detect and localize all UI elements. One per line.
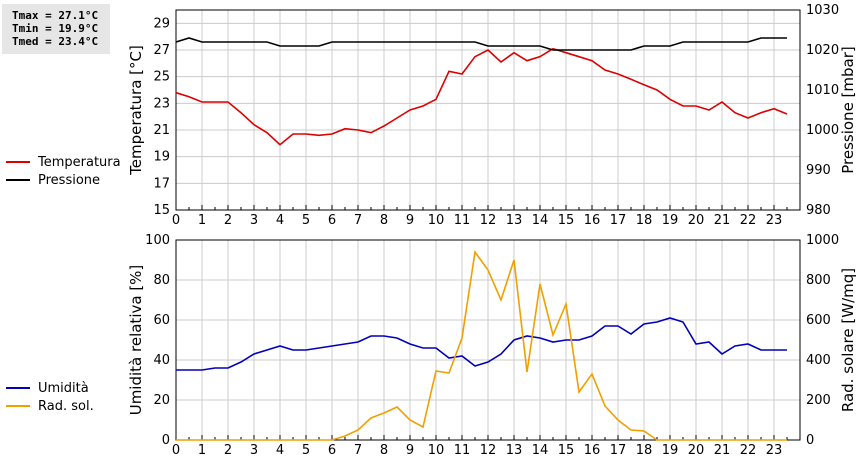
hum-xtick-label: 12	[480, 443, 497, 458]
hum-xtick-label: 13	[506, 443, 523, 458]
hum-xtick-label: 16	[584, 443, 601, 458]
temp-xtick-label: 6	[328, 213, 336, 228]
temp-xtick-label: 7	[354, 213, 362, 228]
hum-ytick-label: 40	[153, 353, 170, 368]
hum-xtick-label: 15	[558, 443, 575, 458]
hum-legend-label-1: Rad. sol.	[38, 399, 94, 414]
hum-xtick-label: 18	[636, 443, 653, 458]
hum-plot-frame	[175, 239, 801, 441]
hum-ylabel: Umidità relativa [%]	[127, 265, 145, 416]
temp-xtick-label: 8	[380, 213, 388, 228]
hum-ytick-label: 0	[162, 433, 170, 448]
temp-y2tick-label: 1030	[806, 3, 839, 18]
hum-xtick-label: 11	[454, 443, 471, 458]
temp-xtick-label: 18	[636, 213, 653, 228]
hum-xtick-label: 3	[250, 443, 258, 458]
hum-xtick-label: 5	[302, 443, 310, 458]
hum-xtick-label: 4	[276, 443, 284, 458]
hum-xtick-label: 22	[740, 443, 757, 458]
temp-xtick-label: 0	[172, 213, 180, 228]
hum-xtick-label: 17	[610, 443, 627, 458]
hum-xtick-label: 9	[406, 443, 414, 458]
hum-xtick-label: 0	[172, 443, 180, 458]
temp-ytick-label: 25	[153, 70, 170, 85]
temp-ytick-label: 21	[153, 123, 170, 138]
temp-xtick-label: 4	[276, 213, 284, 228]
temp-xtick-label: 20	[688, 213, 705, 228]
hum-xtick-label: 1	[198, 443, 206, 458]
hum-ytick-label: 100	[145, 233, 170, 248]
temp-y2tick-label: 1000	[806, 123, 839, 138]
temp-ytick-label: 27	[153, 43, 170, 58]
tmax-text: Tmax = 27.1°C	[12, 9, 99, 22]
hum-y2label: Rad. solare [W/mq]	[839, 268, 857, 412]
hum-xtick-label: 6	[328, 443, 336, 458]
temp-y2tick-label: 1020	[806, 43, 839, 58]
hum-ytick-label: 20	[153, 393, 170, 408]
temp-xtick-label: 2	[224, 213, 232, 228]
hum-xtick-label: 7	[354, 443, 362, 458]
hum-xtick-label: 20	[688, 443, 705, 458]
temp-xtick-label: 12	[480, 213, 497, 228]
hum-xtick-label: 8	[380, 443, 388, 458]
hum-xtick-label: 14	[532, 443, 549, 458]
temp-xtick-label: 14	[532, 213, 549, 228]
hum-series-0-line	[176, 317, 787, 371]
tmin-text: Tmin = 19.9°C	[12, 22, 99, 35]
temp-xtick-label: 23	[766, 213, 783, 228]
temp-legend-label-1: Pressione	[38, 173, 100, 188]
hum-y2tick-label: 200	[806, 393, 831, 408]
hum-series-1-line	[176, 249, 787, 441]
temp-ytick-label: 15	[153, 203, 170, 218]
temp-ytick-label: 29	[153, 16, 170, 31]
temp-xtick-label: 3	[250, 213, 258, 228]
temp-xtick-label: 5	[302, 213, 310, 228]
temp-xtick-label: 9	[406, 213, 414, 228]
hum-y2tick-label: 0	[806, 433, 814, 448]
temp-y2tick-label: 990	[806, 163, 831, 178]
hum-ytick-label: 60	[153, 313, 170, 328]
temp-ylabel: Temperatura [°C]	[127, 45, 145, 176]
temp-xtick-label: 13	[506, 213, 523, 228]
temp-y2tick-label: 1010	[806, 83, 839, 98]
temp-xtick-label: 16	[584, 213, 601, 228]
temp-y2tick-label: 980	[806, 203, 831, 218]
temp-ytick-label: 19	[153, 150, 170, 165]
temp-xtick-label: 19	[662, 213, 679, 228]
hum-xtick-label: 21	[714, 443, 731, 458]
hum-xtick-label: 19	[662, 443, 679, 458]
temp-series-0-line	[175, 47, 788, 146]
temp-xtick-label: 21	[714, 213, 731, 228]
hum-ytick-label: 80	[153, 273, 170, 288]
temp-legend-label-0: Temperatura	[37, 155, 121, 170]
hum-xtick-label: 23	[766, 443, 783, 458]
hum-y2tick-label: 800	[806, 273, 831, 288]
temp-plot-frame	[175, 9, 801, 211]
temp-ytick-label: 23	[153, 96, 170, 111]
tmed-text: Tmed = 23.4°C	[12, 35, 99, 48]
temp-xtick-label: 17	[610, 213, 627, 228]
temp-series-1-line	[175, 37, 787, 51]
hum-xtick-label: 2	[224, 443, 232, 458]
hum-legend-label-0: Umidità	[38, 381, 89, 396]
hum-xtick-label: 10	[428, 443, 445, 458]
temp-ytick-label: 17	[153, 176, 170, 191]
hum-y2tick-label: 400	[806, 353, 831, 368]
temp-xtick-label: 22	[740, 213, 757, 228]
temp-y2label: Pressione [mbar]	[839, 46, 857, 174]
stats-box: Tmax = 27.1°C Tmin = 19.9°C Tmed = 23.4°…	[2, 4, 110, 54]
hum-y2tick-label: 1000	[806, 233, 839, 248]
temp-xtick-label: 1	[198, 213, 206, 228]
temp-xtick-label: 11	[454, 213, 471, 228]
temp-xtick-label: 15	[558, 213, 575, 228]
hum-y2tick-label: 600	[806, 313, 831, 328]
temp-xtick-label: 10	[428, 213, 445, 228]
